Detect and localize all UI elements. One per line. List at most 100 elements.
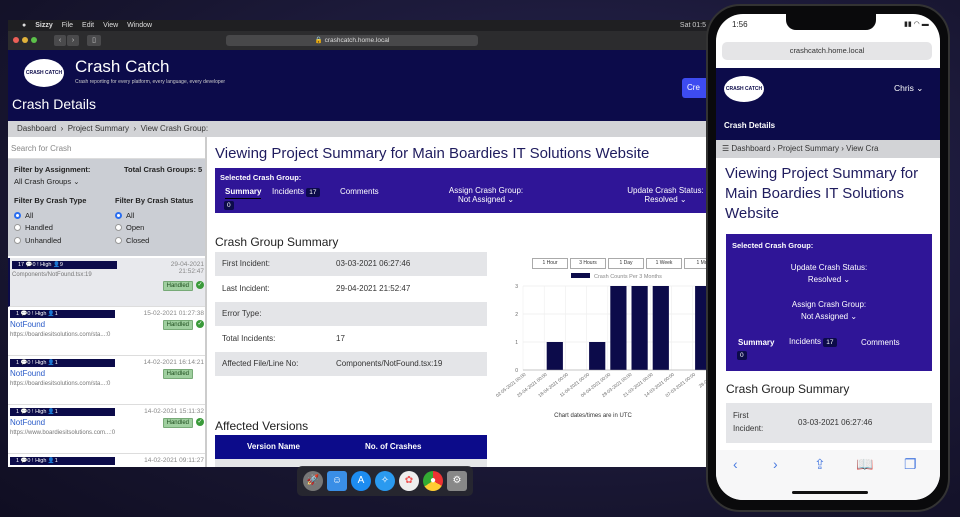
- breadcrumb-view-crash-group: View Crash Group:: [140, 124, 209, 133]
- radio-type-all[interactable]: All: [14, 209, 61, 222]
- tab-summary[interactable]: Summary: [738, 338, 775, 347]
- tab-incidents[interactable]: Incidents 17: [789, 337, 837, 347]
- crash-title[interactable]: NotFound: [10, 418, 46, 427]
- crash-list-item[interactable]: 1 💬0 ! High 👤1 14-02-2021 15:11:32 NotFo…: [8, 405, 205, 454]
- tagline: Crash reporting for every platform, ever…: [75, 79, 226, 85]
- hamburger-menu-icon[interactable]: ☰: [722, 144, 730, 153]
- mac-menubar: ● Sizzy File Edit View Window Sat 01:5: [8, 20, 710, 31]
- menu-file[interactable]: File: [61, 22, 74, 29]
- check-icon: ✓: [196, 320, 204, 328]
- app-store-icon[interactable]: A: [351, 471, 371, 491]
- bar: [546, 342, 563, 370]
- crash-list-item[interactable]: 1 💬0 ! High 👤1 14-02-2021 09:11:27: [8, 454, 205, 467]
- status-badge: Handled: [162, 369, 193, 379]
- bookmarks-icon[interactable]: 📖: [856, 456, 874, 472]
- radio-status-open[interactable]: Open: [115, 222, 149, 235]
- summary-value: 29-04-2021 21:52:47: [336, 284, 411, 293]
- finder-icon[interactable]: ☺: [327, 471, 347, 491]
- crash-sidebar: Search for Crash Filter by Assignment: A…: [8, 137, 207, 467]
- tab-comments[interactable]: Comments: [861, 338, 900, 347]
- y-tick-label: 3: [515, 284, 518, 290]
- first-incident-value: 03-03-2021 06:27:46: [798, 418, 873, 427]
- crash-date: 14-02-2021 09:11:27: [144, 457, 204, 464]
- crash-catch-logo[interactable]: CRASH CATCH: [724, 76, 764, 102]
- date-text: 14-02-2021 16:14:21: [143, 359, 204, 366]
- photos-icon[interactable]: ✿: [399, 471, 419, 491]
- crash-list-item[interactable]: 17 💬0 ! High 👤9 29-04-2021 21:52:47 Compo…: [8, 258, 205, 307]
- status-badge: Handled: [162, 320, 193, 330]
- launchpad-icon[interactable]: 🚀: [303, 471, 323, 491]
- status-select[interactable]: Resolved ⌄: [644, 195, 687, 204]
- status-label: Update Crash Status:: [790, 263, 868, 272]
- summary-count: 0: [737, 351, 747, 360]
- y-tick-label: 2: [515, 312, 518, 318]
- safari-icon[interactable]: ✧: [375, 471, 395, 491]
- crash-date: 14-02-2021 16:14:21: [144, 359, 204, 366]
- radio-type-handled[interactable]: Handled: [14, 222, 61, 235]
- menu-edit[interactable]: Edit: [82, 22, 95, 29]
- status-select[interactable]: Resolved ⌄: [807, 275, 851, 284]
- range-button[interactable]: 1 Mo: [684, 258, 710, 269]
- tab-incidents[interactable]: Incidents 17: [272, 187, 320, 197]
- filter-assignment-label: Filter by Assignment:: [14, 165, 91, 174]
- address-bar[interactable]: 🔒 crashcatch.home.local: [226, 35, 478, 46]
- crash-title[interactable]: NotFound: [10, 369, 46, 378]
- summary-row: Last Incident: 29-04-2021 21:52:47: [215, 277, 487, 301]
- tabs-icon[interactable]: ❐: [904, 456, 917, 472]
- crash-catch-logo[interactable]: CRASH CATCH: [24, 59, 64, 87]
- range-button[interactable]: 3 Hours: [570, 258, 606, 269]
- chrome-icon[interactable]: ●: [423, 471, 443, 491]
- breadcrumb-dashboard[interactable]: Dashboard: [17, 124, 57, 133]
- range-button[interactable]: 1 Hour: [532, 258, 568, 269]
- back-icon[interactable]: ‹: [733, 456, 738, 472]
- legend-label: Crash Counts Per 3 Months: [594, 274, 662, 280]
- user-name: Chris: [894, 83, 914, 93]
- summary-count: 0: [224, 201, 234, 210]
- phone-first-incident-row: First Incident: 03-03-2021 06:27:46: [726, 403, 932, 443]
- date-text: 14-02-2021 09:11:27: [144, 457, 204, 464]
- phone-address-bar[interactable]: crashcatch.home.local: [722, 42, 932, 60]
- maximize-button[interactable]: [31, 37, 37, 43]
- menu-view[interactable]: View: [103, 22, 119, 29]
- close-button[interactable]: [13, 37, 19, 43]
- menu-window[interactable]: Window: [127, 22, 153, 29]
- user-menu[interactable]: Chris ⌄: [894, 83, 924, 93]
- crash-group-summary-title: Crash Group Summary: [215, 235, 339, 249]
- crash-title[interactable]: NotFound: [10, 320, 46, 329]
- forward-icon[interactable]: ›: [773, 456, 778, 472]
- crash-list-item[interactable]: 1 💬0 ! High 👤1 15-02-2021 01:27:38 NotFo…: [8, 307, 205, 356]
- crash-stats-bar: 1 💬0 ! High 👤1: [10, 359, 115, 367]
- system-preferences-icon[interactable]: ⚙: [447, 471, 467, 491]
- apple-icon[interactable]: ●: [22, 22, 27, 29]
- breadcrumb-project-summary[interactable]: Project Summary: [777, 144, 840, 153]
- tab-comments[interactable]: Comments: [340, 187, 379, 196]
- summary-row: Error Type:: [215, 302, 487, 326]
- phone-frame: 1:56 ▮▮ ◠ ▬ crashcatch.home.local CRASH …: [706, 4, 950, 512]
- tab-summary[interactable]: Summary: [225, 187, 262, 199]
- signal-wifi-battery-icon: ▮▮ ◠ ▬: [904, 21, 929, 28]
- radio-type-unhandled[interactable]: Unhandled: [14, 234, 61, 247]
- share-icon[interactable]: ⇪: [814, 456, 826, 472]
- filter-assignment-select[interactable]: All Crash Groups ⌄: [14, 177, 80, 186]
- forward-icon[interactable]: ›: [67, 35, 79, 46]
- assign-select[interactable]: Not Assigned ⌄: [800, 312, 858, 321]
- range-button[interactable]: 1 Day: [608, 258, 644, 269]
- breadcrumb-project-summary[interactable]: Project Summary: [67, 124, 130, 133]
- back-icon[interactable]: ‹: [54, 35, 66, 46]
- crash-count-chart: Crash Counts Per 3 Months012302-05-2021 …: [495, 273, 710, 419]
- crash-list-item[interactable]: 1 💬0 ! High 👤1 14-02-2021 16:14:21 NotFo…: [8, 356, 205, 405]
- create-button[interactable]: Cre: [682, 78, 710, 98]
- clock: Sat 01:5: [679, 22, 706, 29]
- total-crash-groups-label: Total Crash Groups: 5: [124, 165, 202, 174]
- menu-sizzy[interactable]: Sizzy: [35, 22, 53, 29]
- radio-label: Handled: [25, 223, 53, 233]
- breadcrumb-dashboard[interactable]: Dashboard: [731, 144, 771, 153]
- page-title: Crash Details: [12, 96, 97, 112]
- radio-status-all[interactable]: All: [115, 209, 149, 222]
- search-input[interactable]: Search for Crash: [8, 139, 205, 159]
- assign-select[interactable]: Not Assigned ⌄: [457, 195, 515, 204]
- sidebar-toggle-icon[interactable]: ▯: [87, 35, 101, 46]
- minimize-button[interactable]: [22, 37, 28, 43]
- radio-status-closed[interactable]: Closed: [115, 234, 149, 247]
- range-button[interactable]: 1 Week: [646, 258, 682, 269]
